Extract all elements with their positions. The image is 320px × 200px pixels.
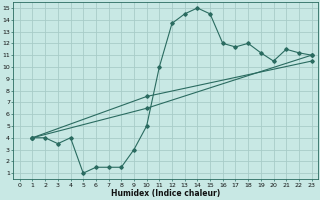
X-axis label: Humidex (Indice chaleur): Humidex (Indice chaleur) xyxy=(111,189,220,198)
